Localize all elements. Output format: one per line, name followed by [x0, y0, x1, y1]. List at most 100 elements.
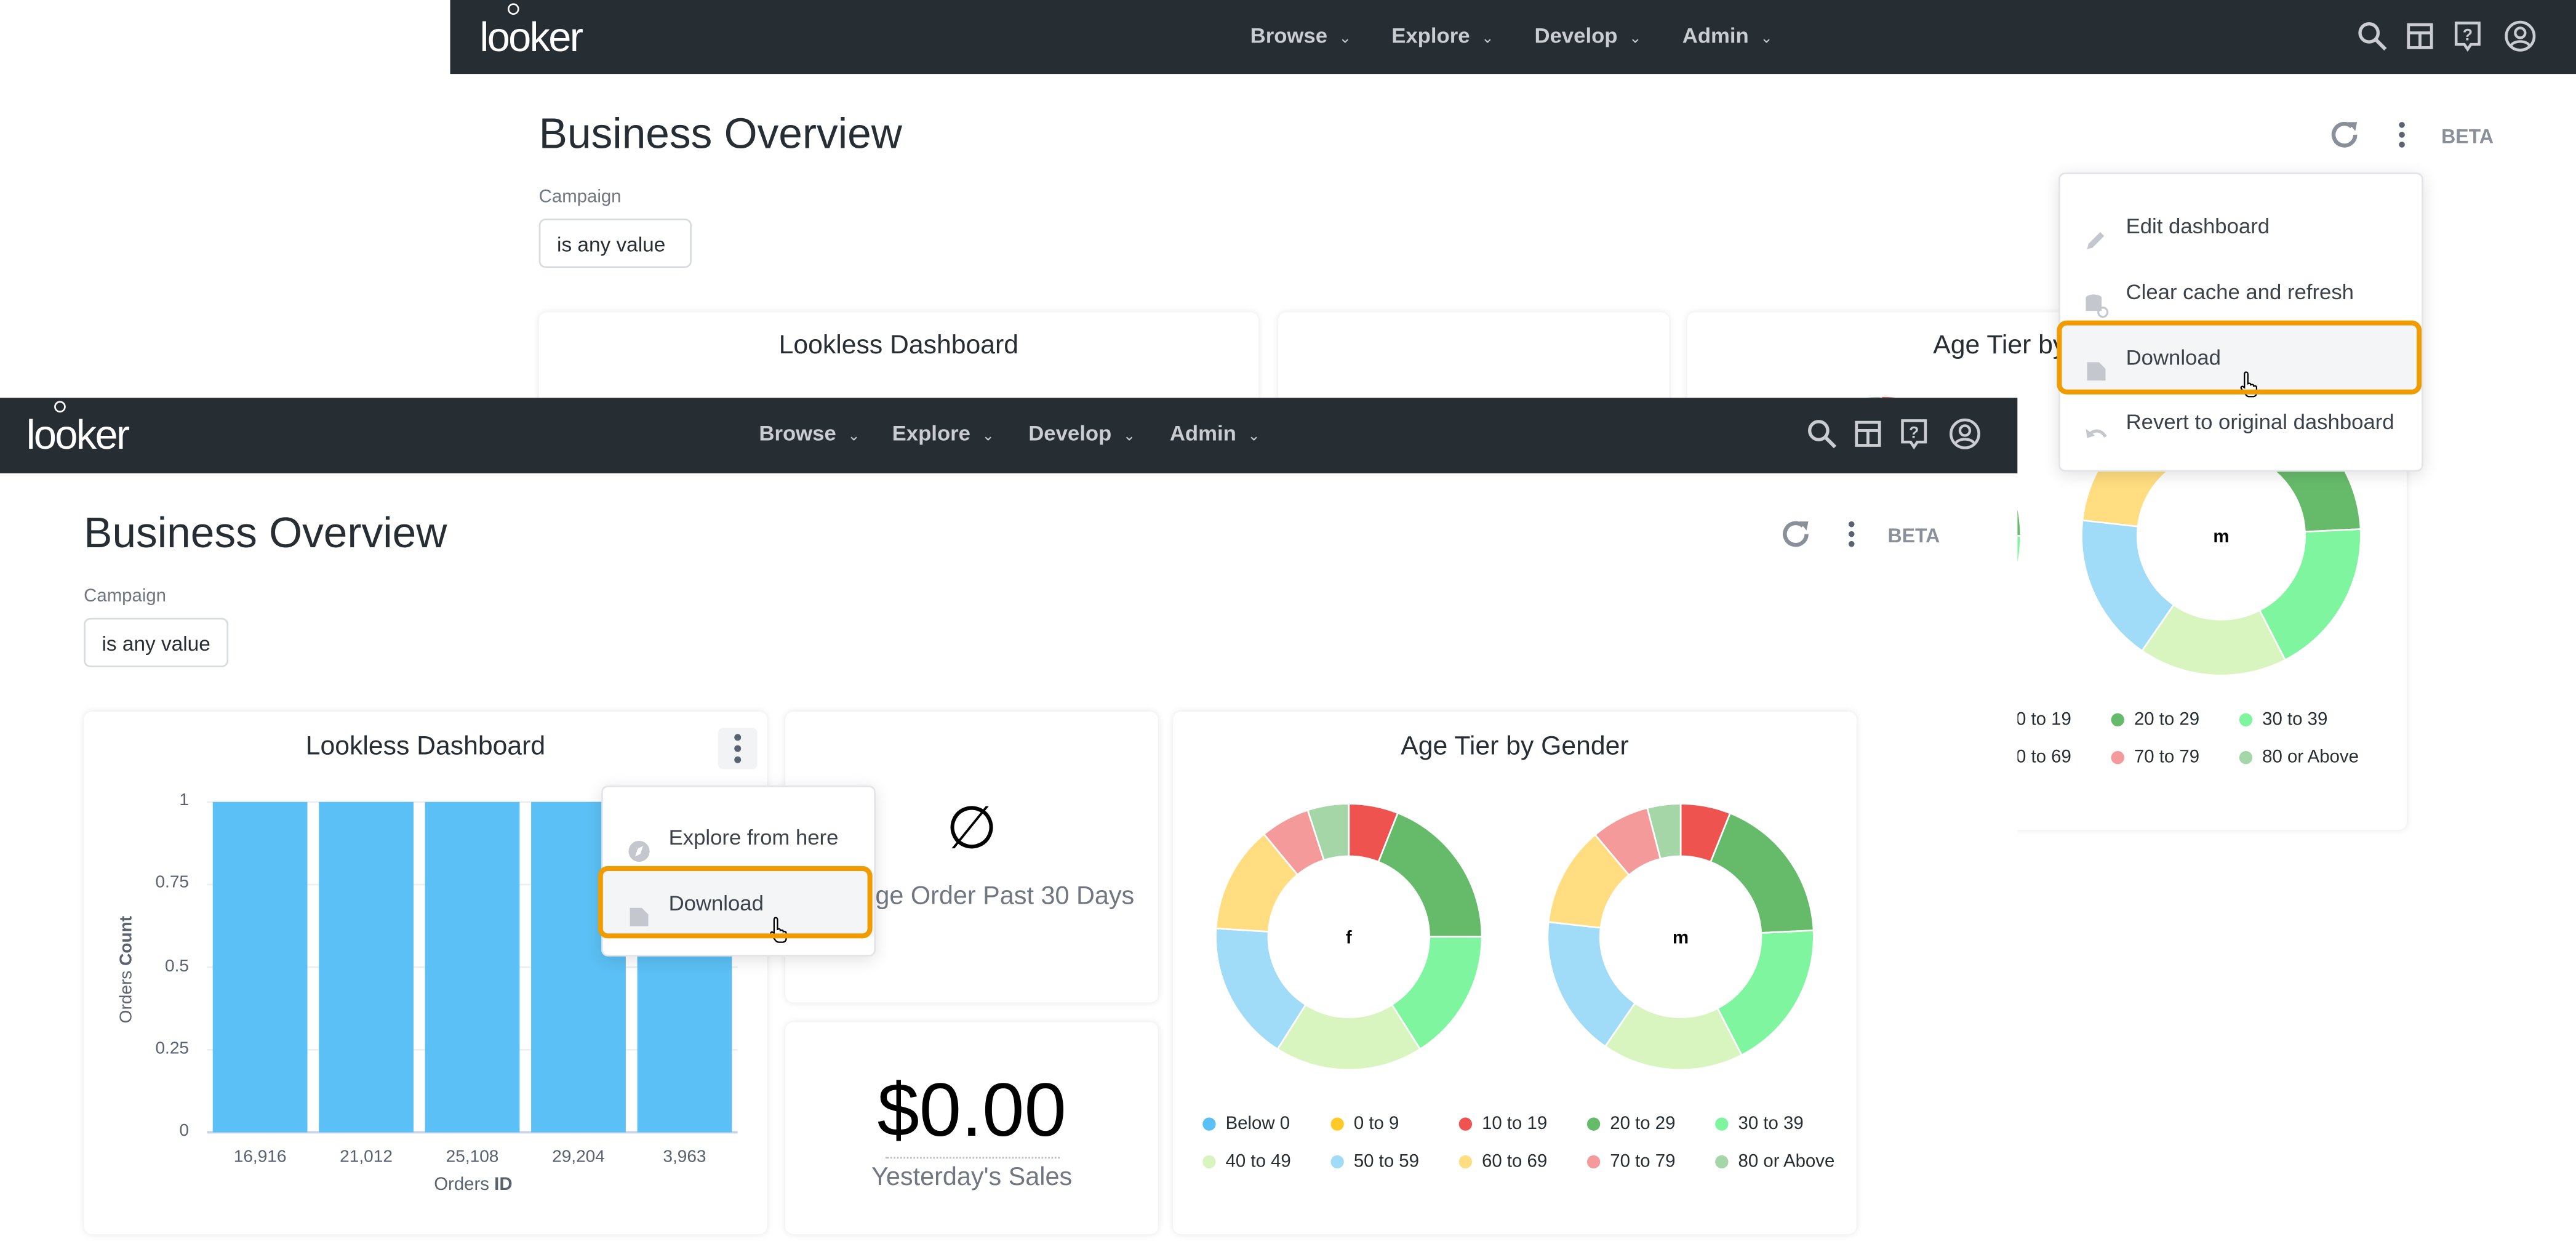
tile-title: Lookless Dashboard: [305, 733, 546, 761]
compass-icon: [626, 825, 652, 862]
user-account-icon[interactable]: [2504, 20, 2537, 52]
nav-admin[interactable]: Admin ⌄: [1682, 23, 1773, 48]
tile-more-options-button[interactable]: [718, 728, 758, 769]
chevron-down-icon: ⌄: [1760, 30, 1773, 46]
legend-swatch: [2239, 712, 2253, 726]
menu-item-explore-from-here[interactable]: Explore from here: [603, 805, 874, 871]
chevron-down-icon: ⌄: [1122, 427, 1136, 444]
refresh-icon[interactable]: [2326, 117, 2362, 153]
donut-slice-80-or-above[interactable]: [1306, 803, 1350, 861]
legend-item[interactable]: 80 or Above: [1715, 1142, 1843, 1179]
nav-admin[interactable]: Admin ⌄: [1169, 420, 1260, 446]
donut-center-label: m: [1673, 927, 1689, 947]
donut-slice-40-to-49[interactable]: [1604, 1002, 1743, 1071]
search-icon[interactable]: [2356, 20, 2388, 52]
chevron-down-icon: ⌄: [1481, 30, 1494, 46]
svg-text:?: ?: [2463, 25, 2473, 44]
legend-swatch: [2239, 750, 2253, 764]
legend-item[interactable]: 30 to 39: [1715, 1104, 1843, 1142]
legend-label: Below 0: [1225, 1113, 1290, 1133]
y-axis-label: Orders Count: [116, 915, 137, 1024]
donut-slice-20-to-29[interactable]: [1709, 812, 1815, 934]
legend-item[interactable]: 10 to 19: [1458, 1104, 1587, 1142]
campaign-filter[interactable]: is any value: [84, 617, 229, 667]
legend-item[interactable]: 30 to 39: [2239, 700, 2367, 737]
bar-chart: [207, 801, 738, 1134]
menu-item-clear-cache[interactable]: Clear cache and refresh: [2060, 260, 2422, 326]
file-icon: [2083, 345, 2110, 381]
legend-item[interactable]: 20 to 29: [1586, 1104, 1715, 1142]
looker-logo[interactable]: looker: [480, 3, 583, 62]
legend-item[interactable]: 70 to 79: [1586, 1142, 1715, 1179]
boards-icon[interactable]: [1852, 417, 1884, 450]
dashboard-more-options-icon[interactable]: [1838, 516, 1865, 552]
nav-browse[interactable]: Browse ⌄: [1250, 23, 1351, 48]
donut-slice-30-to-39[interactable]: [1716, 930, 1815, 1056]
donut-slice-30-to-39[interactable]: [2258, 528, 2362, 661]
legend-item[interactable]: 60 to 69: [1458, 1142, 1587, 1179]
legend-swatch: [2111, 712, 2124, 726]
legend-label: 50 to 59: [1353, 1151, 1419, 1171]
help-icon[interactable]: ?: [1898, 417, 1930, 450]
legend-swatch: [1586, 1117, 1601, 1130]
user-account-icon[interactable]: [1948, 417, 1981, 450]
single-value-label: Yesterday's Sales: [871, 1163, 1073, 1192]
legend-label: 70 to 79: [1610, 1151, 1676, 1171]
x-tick-label: 25,108: [446, 1147, 499, 1167]
campaign-filter[interactable]: is any value: [538, 219, 692, 268]
donut-slice-20-to-29[interactable]: [1377, 811, 1483, 938]
y-tick-label: 0.5: [165, 955, 190, 976]
bar[interactable]: [319, 801, 414, 1133]
legend-label: 20 to 29: [2134, 709, 2200, 729]
legend-item[interactable]: 40 to 49: [1202, 1142, 1330, 1179]
legend-item[interactable]: 50 to 59: [1330, 1142, 1458, 1179]
front-screenshot: looker Browse ⌄ Explore ⌄ Develop ⌄ Admin ⌄ …: [0, 398, 2018, 1249]
menu-item-download[interactable]: Download: [2060, 325, 2422, 398]
tile-title: Lookless Dashboard: [778, 332, 1019, 360]
donut-slice-50-to-59[interactable]: [1546, 921, 1636, 1048]
search-icon[interactable]: [1806, 417, 1838, 450]
menu-item-download[interactable]: Download: [602, 870, 874, 943]
looker-logo[interactable]: looker: [26, 401, 130, 460]
tile-yesterdays-sales: $0.00 Yesterday's Sales: [785, 1022, 1159, 1234]
y-tick-label: 0.75: [155, 873, 190, 893]
legend-swatch: [1202, 1117, 1216, 1130]
nav-develop[interactable]: Develop ⌄: [1028, 420, 1136, 446]
legend-item[interactable]: 80 or Above: [2239, 738, 2367, 776]
donut-center-label: m: [2213, 526, 2229, 547]
legend-label: 20 to 29: [1610, 1113, 1676, 1133]
filter-label: Campaign: [84, 587, 167, 607]
dashboard-more-options-icon[interactable]: [2389, 117, 2415, 153]
legend-item[interactable]: 70 to 79: [2111, 738, 2239, 776]
beta-badge: BETA: [2441, 124, 2494, 148]
nav-develop[interactable]: Develop ⌄: [1534, 23, 1642, 48]
menu-item-revert[interactable]: Revert to original dashboard: [2060, 390, 2422, 456]
svg-text:?: ?: [1909, 423, 1919, 441]
donut-slice-80-or-above[interactable]: [1646, 803, 1682, 860]
chart-legend: Below 0 0 to 9 10 to 19 20 to 29 30 to 39 40 …: [1202, 1104, 1843, 1180]
single-value: ∅: [946, 793, 998, 861]
refresh-icon[interactable]: [1778, 516, 1814, 552]
legend-label: 80 or Above: [1738, 1151, 1835, 1171]
chevron-down-icon: ⌄: [847, 427, 860, 444]
bar[interactable]: [425, 801, 520, 1133]
bar[interactable]: [212, 801, 308, 1133]
nav-browse[interactable]: Browse ⌄: [759, 420, 860, 446]
nav-explore[interactable]: Explore ⌄: [892, 420, 994, 446]
legend-label: 30 to 39: [2262, 709, 2328, 729]
menu-item-edit-dashboard[interactable]: Edit dashboard: [2060, 194, 2422, 260]
legend-item[interactable]: 20 to 29: [2111, 700, 2239, 737]
nav-explore[interactable]: Explore ⌄: [1391, 23, 1494, 48]
legend-swatch: [1458, 1117, 1473, 1130]
legend-item[interactable]: Below 0: [1202, 1104, 1330, 1142]
highlight-box: [598, 865, 873, 939]
legend-swatch: [1715, 1154, 1729, 1168]
help-icon[interactable]: ?: [2451, 20, 2484, 52]
tile-title: Age Tier by Gender: [1401, 733, 1629, 761]
boards-icon[interactable]: [2404, 20, 2436, 52]
legend-item[interactable]: 0 to 9: [1330, 1104, 1458, 1142]
legend-swatch: [1586, 1154, 1601, 1168]
